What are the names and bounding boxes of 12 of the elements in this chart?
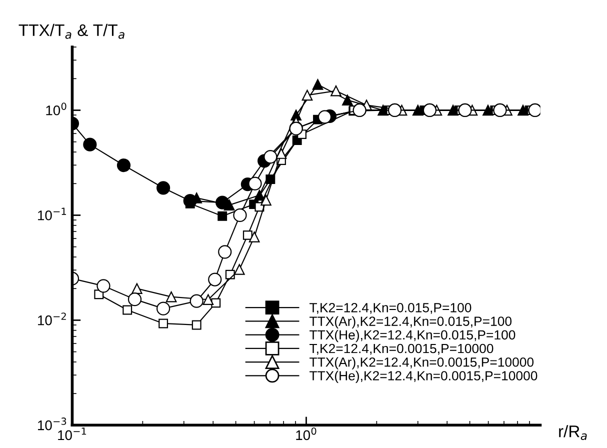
legend-label: TTX(He),K2=12.4,Kn=0.0015,P=10000 (310, 370, 538, 384)
y-axis-title: TTX/T$_{a}$ & T/T$_{a}$ (18, 24, 124, 39)
y-tick-label: 10$^{0}$ (46, 102, 66, 116)
y-tick-label: 10$^{−3}$ (38, 418, 66, 430)
y-tick-label: 10$^{−1}$ (38, 208, 66, 220)
legend-label: T,K2=12.4,Kn=0.0015,P=10000 (310, 344, 494, 355)
legend-label: TTX(Ar),K2=12.4,Kn=0.015,P=100 (310, 316, 512, 329)
y-tick-label: 10$^{−2}$ (38, 312, 66, 326)
x-axis-title: r/R$_{a}$ (559, 425, 587, 440)
legend-label: T,K2=12.4,Kn=0.015,P=100 (310, 302, 472, 314)
legend-label: TTX(Ar),K2=12.4,Kn=0.0015,P=10000 (310, 357, 534, 370)
legend-label: TTX(He),K2=12.4,Kn=0.015,P=100 (310, 330, 516, 342)
